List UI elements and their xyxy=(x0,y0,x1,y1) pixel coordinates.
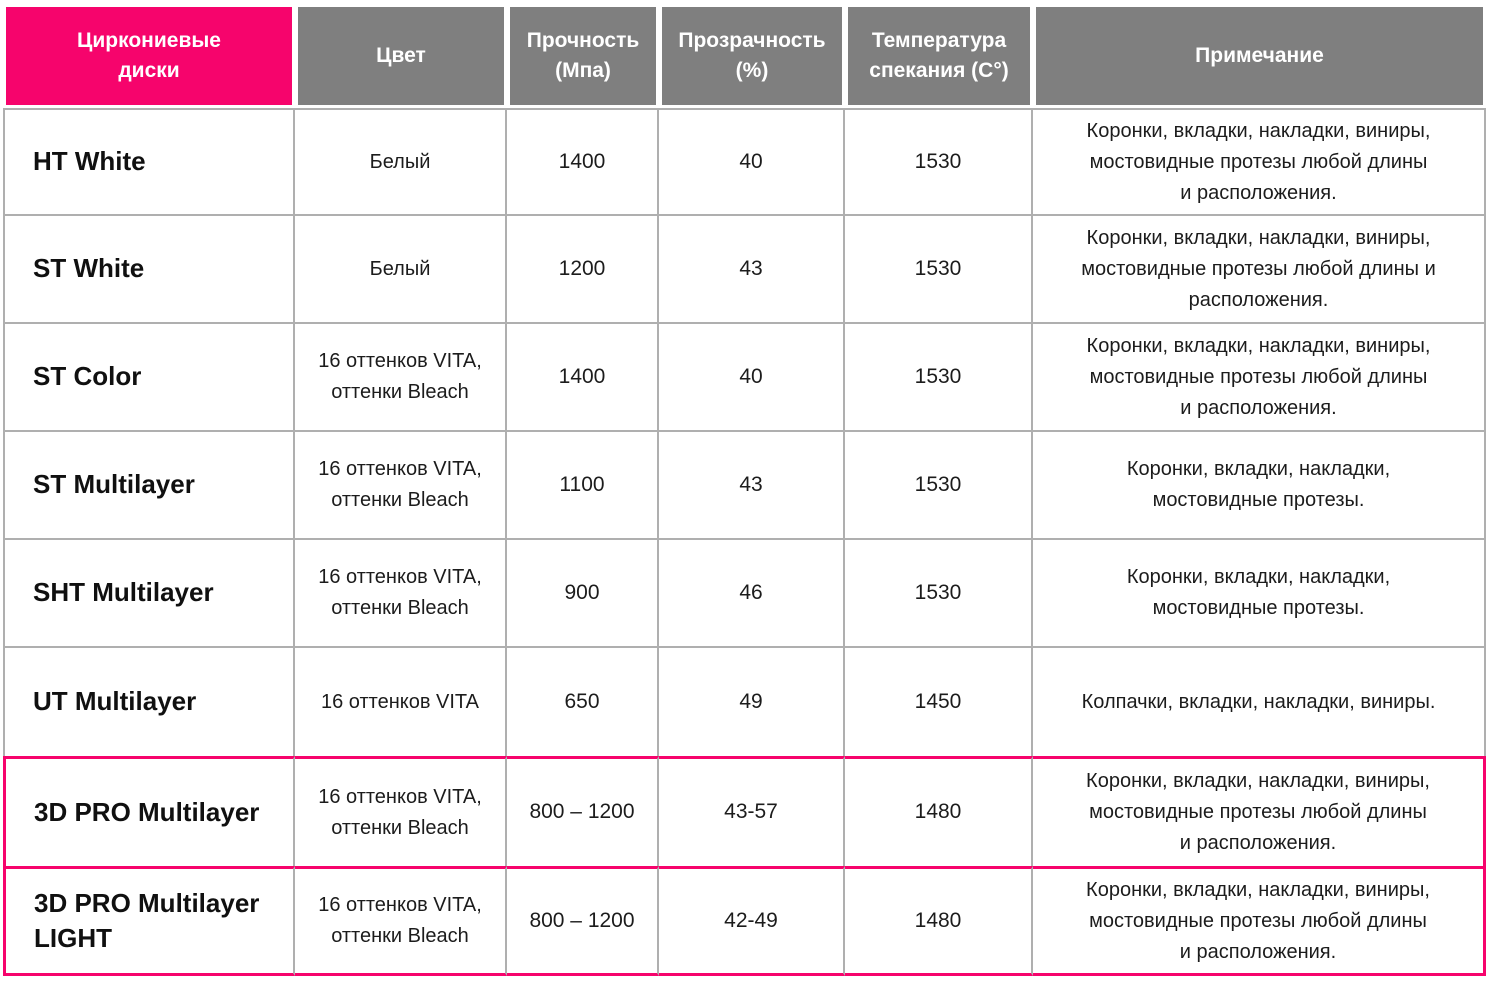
cell-color: Белый xyxy=(295,216,507,324)
cell-note: Коронки, вкладки, накладки, виниры, мост… xyxy=(1033,108,1486,216)
cell-translucency: 40 xyxy=(659,108,845,216)
cell-strength: 800 – 1200 xyxy=(507,866,659,976)
cell-disk-name: ST White xyxy=(3,216,295,324)
col-header-sintering-temp: Температура спекания (С°) xyxy=(845,4,1033,108)
table-row-sht-multilayer: SHT Multilayer 16 оттенков VITA, оттенки… xyxy=(3,540,1486,648)
cell-color: 16 оттенков VITA, оттенки Bleach xyxy=(295,324,507,432)
cell-color: 16 оттенков VITA, оттенки Bleach xyxy=(295,540,507,648)
table-row-st-color: ST Color 16 оттенков VITA, оттенки Bleac… xyxy=(3,324,1486,432)
cell-note: Коронки, вкладки, накладки, виниры, мост… xyxy=(1033,756,1486,866)
cell-strength: 1400 xyxy=(507,108,659,216)
cell-color: Белый xyxy=(295,108,507,216)
cell-translucency: 43 xyxy=(659,216,845,324)
cell-translucency: 49 xyxy=(659,648,845,756)
cell-sintering-temp: 1530 xyxy=(845,108,1033,216)
cell-sintering-temp: 1480 xyxy=(845,756,1033,866)
cell-color: 16 оттенков VITA xyxy=(295,648,507,756)
cell-note: Коронки, вкладки, накладки, виниры, мост… xyxy=(1033,866,1486,976)
table-row-3d-pro-multilayer: 3D PRO Multilayer 16 оттенков VITA, отте… xyxy=(3,756,1486,866)
table-row-st-white: ST White Белый 1200 43 1530 Коронки, вкл… xyxy=(3,216,1486,324)
table-row-ht-white: HT White Белый 1400 40 1530 Коронки, вкл… xyxy=(3,108,1486,216)
table-row-st-multilayer: ST Multilayer 16 оттенков VITA, оттенки … xyxy=(3,432,1486,540)
cell-sintering-temp: 1530 xyxy=(845,432,1033,540)
cell-strength: 1400 xyxy=(507,324,659,432)
cell-sintering-temp: 1530 xyxy=(845,540,1033,648)
cell-disk-name: 3D PRO Multilayer LIGHT xyxy=(3,866,295,976)
cell-translucency: 42-49 xyxy=(659,866,845,976)
cell-sintering-temp: 1530 xyxy=(845,324,1033,432)
table-row-3d-pro-multilayer-light: 3D PRO Multilayer LIGHT 16 оттенков VITA… xyxy=(3,866,1486,976)
col-header-translucency: Прозрачность (%) xyxy=(659,4,845,108)
table-header-row: Циркониевые диски Цвет Прочность (Мпа) П… xyxy=(3,4,1486,108)
cell-disk-name: SHT Multilayer xyxy=(3,540,295,648)
cell-note: Колпачки, вкладки, накладки, виниры. xyxy=(1033,648,1486,756)
cell-strength: 1100 xyxy=(507,432,659,540)
cell-disk-name: HT White xyxy=(3,108,295,216)
table-row-ut-multilayer: UT Multilayer 16 оттенков VITA 650 49 14… xyxy=(3,648,1486,756)
cell-sintering-temp: 1450 xyxy=(845,648,1033,756)
cell-note: Коронки, вкладки, накладки, мостовидные … xyxy=(1033,540,1486,648)
cell-translucency: 43 xyxy=(659,432,845,540)
cell-color: 16 оттенков VITA, оттенки Bleach xyxy=(295,866,507,976)
cell-color: 16 оттенков VITA, оттенки Bleach xyxy=(295,432,507,540)
cell-sintering-temp: 1480 xyxy=(845,866,1033,976)
cell-disk-name: ST Multilayer xyxy=(3,432,295,540)
cell-note: Коронки, вкладки, накладки, мостовидные … xyxy=(1033,432,1486,540)
cell-disk-name: UT Multilayer xyxy=(3,648,295,756)
cell-disk-name: ST Color xyxy=(3,324,295,432)
page: Циркониевые диски Цвет Прочность (Мпа) П… xyxy=(3,4,1486,976)
col-header-strength: Прочность (Мпа) xyxy=(507,4,659,108)
cell-strength: 650 xyxy=(507,648,659,756)
cell-disk-name: 3D PRO Multilayer xyxy=(3,756,295,866)
cell-note: Коронки, вкладки, накладки, виниры, мост… xyxy=(1033,324,1486,432)
cell-strength: 900 xyxy=(507,540,659,648)
cell-strength: 800 – 1200 xyxy=(507,756,659,866)
cell-translucency: 40 xyxy=(659,324,845,432)
cell-translucency: 46 xyxy=(659,540,845,648)
col-header-zirconia-discs: Циркониевые диски xyxy=(3,4,295,108)
cell-color: 16 оттенков VITA, оттенки Bleach xyxy=(295,756,507,866)
cell-strength: 1200 xyxy=(507,216,659,324)
cell-sintering-temp: 1530 xyxy=(845,216,1033,324)
cell-translucency: 43-57 xyxy=(659,756,845,866)
cell-note: Коронки, вкладки, накладки, виниры, мост… xyxy=(1033,216,1486,324)
col-header-note: Примечание xyxy=(1033,4,1486,108)
zirconia-discs-table: Циркониевые диски Цвет Прочность (Мпа) П… xyxy=(3,4,1486,976)
col-header-color: Цвет xyxy=(295,4,507,108)
